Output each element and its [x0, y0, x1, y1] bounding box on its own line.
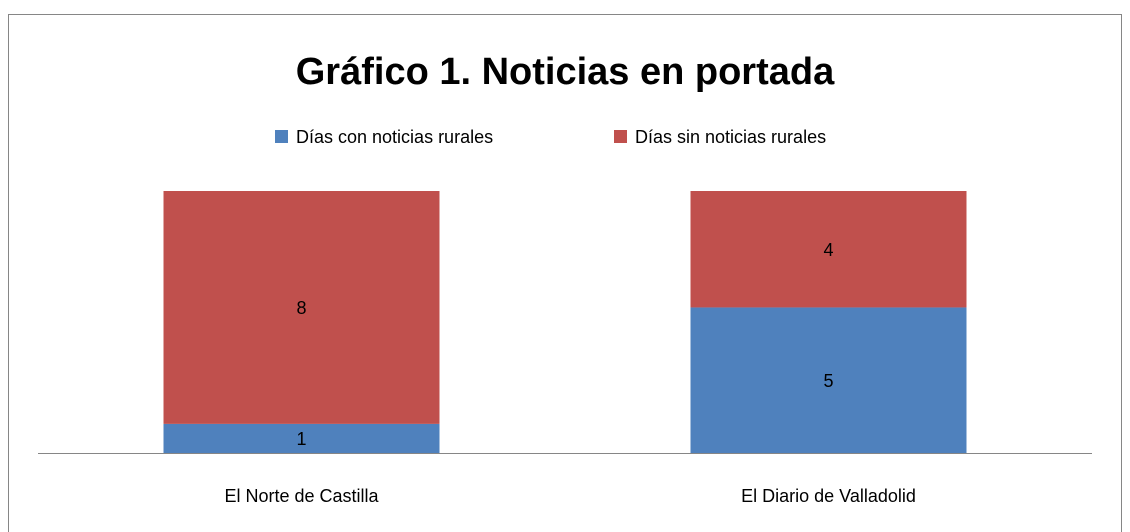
legend-swatch — [614, 130, 627, 143]
legend-swatch — [275, 130, 288, 143]
data-label: 1 — [296, 429, 306, 449]
x-tick-label: El Norte de Castilla — [224, 486, 379, 506]
legend-label: Días con noticias rurales — [296, 127, 493, 147]
bar-segment — [690, 191, 967, 308]
data-label: 8 — [296, 298, 306, 318]
legend-label: Días sin noticias rurales — [635, 127, 826, 147]
bar-segment — [690, 307, 967, 453]
bar-segment — [163, 191, 440, 424]
data-label: 5 — [823, 371, 833, 391]
bar-segment — [163, 423, 440, 453]
chart-title: Gráfico 1. Noticias en portada — [296, 51, 835, 93]
x-tick-label: El Diario de Valladolid — [741, 486, 916, 506]
data-label: 4 — [823, 240, 833, 260]
